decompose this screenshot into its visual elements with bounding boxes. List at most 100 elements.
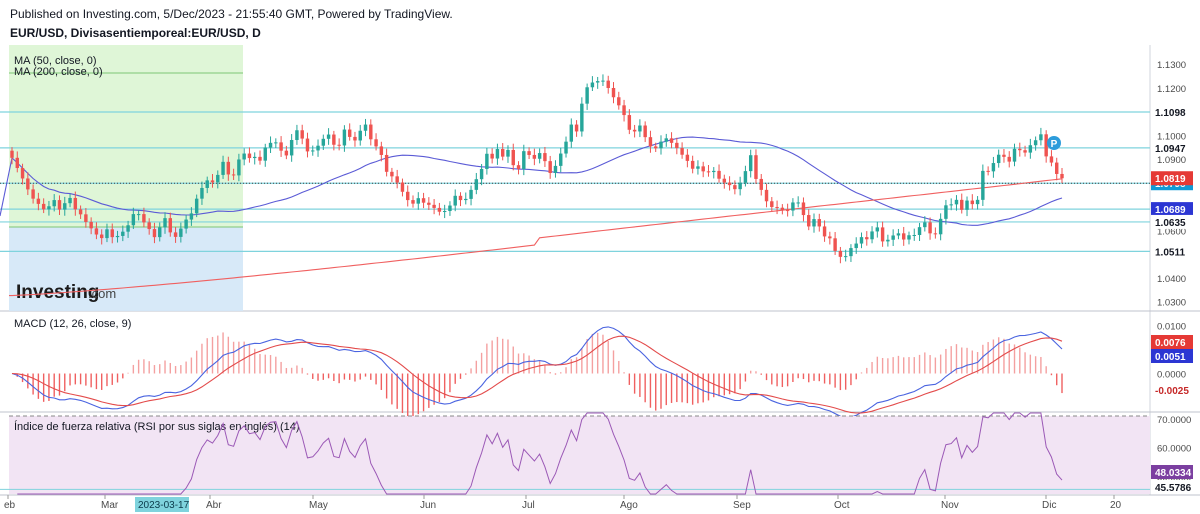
candle-body (443, 211, 446, 212)
candle-body (907, 235, 910, 239)
candle-body (749, 155, 752, 171)
macd-histogram (12, 332, 1062, 417)
candle-body (42, 204, 45, 209)
candle-body (886, 240, 889, 242)
candle-body (675, 143, 678, 148)
candle-body (380, 146, 383, 155)
candle-body (269, 143, 272, 148)
candle-body (385, 155, 388, 172)
candle-body (570, 125, 573, 142)
candle-body (1060, 174, 1063, 178)
candle-body (448, 206, 451, 211)
candle-body (707, 171, 710, 172)
candle-body (654, 146, 657, 148)
price-tick-label: 1.0900 (1157, 155, 1186, 166)
candle-body (158, 227, 161, 237)
candle-body (543, 153, 546, 161)
price-tag: 1.0511 (1155, 247, 1185, 258)
candle-body (79, 209, 82, 214)
macd-signal-tag: 0.0076 (1155, 338, 1186, 349)
candle-body (105, 229, 108, 238)
candle-body (169, 218, 172, 232)
time-tick-label: eb (4, 500, 16, 511)
candle-body (897, 233, 900, 235)
candle-body (290, 140, 293, 155)
price-tick-label: 1.1300 (1157, 60, 1186, 71)
candle-body (316, 146, 319, 151)
candle-body (522, 151, 525, 169)
candle-body (264, 148, 267, 161)
price-tick-label: 1.1000 (1157, 131, 1186, 142)
macd-tick-label: 0.0100 (1157, 321, 1186, 332)
candle-body (200, 188, 203, 199)
candle-body (490, 154, 493, 159)
candle-body (337, 145, 340, 146)
candle-body (343, 130, 346, 146)
svg-text:P: P (1051, 139, 1058, 150)
candle-body (411, 200, 414, 204)
time-axis: eb Mar Abr May Jun Jul Ago Sep Oct Nov Dic 20 2023-0… (4, 495, 1122, 512)
candle-body (965, 201, 968, 210)
candle-body (622, 105, 625, 115)
logo-suffix: .com (88, 286, 116, 301)
candle-body (37, 199, 40, 204)
candle-body (928, 222, 931, 233)
candle-body (279, 142, 282, 150)
candle-body (591, 83, 594, 88)
candle-body (422, 198, 425, 203)
candle-body (469, 190, 472, 199)
candle-body (765, 190, 768, 201)
candle-body (1050, 156, 1053, 162)
candle-body (791, 202, 794, 210)
candle-body (923, 222, 926, 227)
rsi-last-tag: 48.0334 (1155, 468, 1192, 479)
time-tick-label: Sep (733, 500, 751, 511)
candle-body (512, 150, 515, 165)
candle-body (480, 169, 483, 179)
candle-body (1002, 155, 1005, 157)
candle-body (295, 130, 298, 140)
candle-body (322, 139, 325, 146)
candle-body (738, 183, 741, 189)
highlight-zones (9, 45, 243, 311)
candle-body (992, 163, 995, 171)
candle-body (665, 138, 668, 141)
candle-body (617, 97, 620, 105)
candle-body (475, 179, 478, 190)
candle-body (21, 168, 24, 178)
candle-body (427, 203, 430, 205)
candle-body (686, 155, 689, 161)
candle-body (760, 179, 763, 190)
time-tick-label: Nov (941, 500, 959, 511)
rsi-lower-tag: 45.5786 (1155, 483, 1192, 494)
candle-body (775, 207, 778, 208)
candle-body (538, 153, 541, 159)
candle-body (691, 161, 694, 169)
price-tag: 1.0635 (1155, 218, 1186, 229)
candle-body (844, 256, 847, 257)
candle-body (876, 227, 879, 231)
candle-body (596, 81, 599, 82)
candle-body (649, 137, 652, 146)
candle-body (812, 219, 815, 226)
candle-body (232, 174, 235, 175)
candle-body (839, 251, 842, 257)
candle-body (237, 159, 240, 175)
candle-body (58, 200, 61, 210)
candle-body (432, 205, 435, 208)
candle-body (696, 166, 699, 168)
candle-body (949, 204, 952, 205)
candle-body (870, 231, 873, 239)
price-tick-label: 1.0300 (1157, 298, 1186, 309)
candle-body (913, 235, 916, 236)
p-badge[interactable]: P (1047, 136, 1061, 150)
candle-body (1018, 149, 1021, 150)
candle-body (274, 142, 277, 143)
candle-body (16, 158, 19, 168)
candle-body (216, 175, 219, 182)
candle-body (601, 81, 604, 82)
macd-lines (12, 327, 1062, 418)
time-tick-label: 20 (1110, 500, 1122, 511)
candle-body (633, 130, 636, 132)
